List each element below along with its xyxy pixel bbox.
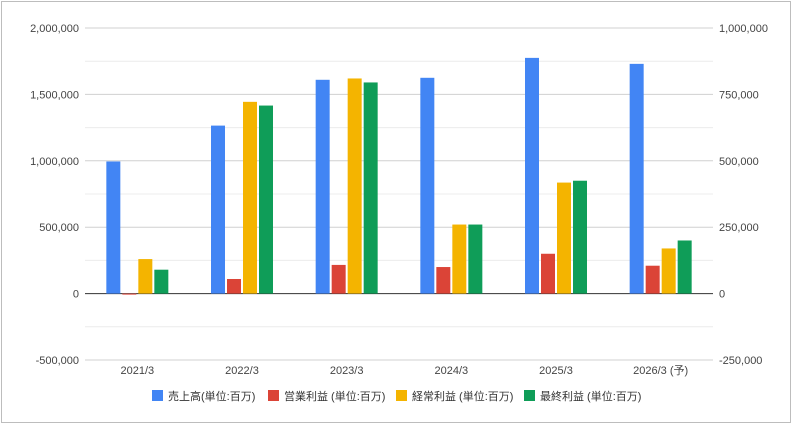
bar-series-3 [347,78,362,294]
bar-series-3 [661,248,676,294]
legend-swatch [524,390,535,401]
legend-item[interactable]: 最終利益 (単位:百万) [524,389,641,403]
x-axis-tick-label: 2021/3 [121,365,155,377]
grid-layer [85,27,713,361]
bar-series-3 [557,182,571,294]
bar-series-1 [106,161,121,294]
bar-series-2 [436,267,451,294]
left-axis-tick-label: 1,500,000 [30,89,79,101]
bar-series-4 [468,224,483,294]
bar-series-4 [259,105,273,294]
x-axis-tick-label: 2026/3 (予) [633,364,688,377]
left-axis-tick-label: 1,000,000 [30,156,79,168]
legend-label: 営業利益 (単位:百万) [284,389,385,403]
right-axis-tick-label: 0 [719,289,725,301]
x-axis-tick-label: 2022/3 [225,365,259,377]
legend-label: 売上高(単位:百万) [168,389,255,403]
legend-item[interactable]: 経常利益 (単位:百万) [396,389,513,403]
bar-series-1 [315,79,330,294]
legend-item[interactable]: 売上高(単位:百万) [152,389,255,403]
left-axis-tick-label: 500,000 [39,222,79,234]
x-axis-ticks: 2021/3 2022/3 2023/3 2024/3 2025/3 2026/3 (予) [121,364,689,377]
right-axis-tick-label: 500,000 [719,156,759,168]
bar-series-4 [677,240,692,294]
legend-label: 経常利益 (単位:百万) [412,389,513,403]
bar-series-3 [452,224,467,294]
bar-series-1 [525,57,539,294]
left-axis-tick-label: -500,000 [36,355,79,367]
bar-series-2 [227,278,241,294]
x-axis-tick-label: 2025/3 [539,365,573,377]
x-axis-tick-label: 2024/3 [435,365,469,377]
right-axis-tick-label: -250,000 [719,355,762,367]
bar-series-2 [122,293,137,295]
bar-series-2 [645,265,660,294]
bar-series-4 [573,180,587,294]
legend-swatch [152,390,163,401]
bar-series-1 [629,63,644,294]
bars [106,57,692,295]
bar-series-3 [243,101,257,294]
legend-label: 最終利益 (単位:百万) [540,389,641,403]
right-axis-ticks: 1,000,000 750,000 500,000 250,000 0 -250,000 [719,23,768,367]
bar-series-4 [154,269,169,294]
legend-item[interactable]: 営業利益 (単位:百万) [268,389,385,403]
bar-series-1 [420,77,435,294]
right-axis-tick-label: 250,000 [719,222,759,234]
bar-series-4 [363,82,378,294]
bar-series-3 [138,259,153,294]
left-axis-tick-label: 2,000,000 [30,23,79,35]
bar-series-2 [331,264,346,294]
bar-series-1 [211,125,225,294]
bar-series-2 [541,253,555,294]
left-axis-ticks: 2,000,000 1,500,000 1,000,000 500,000 0 -500,… [30,23,79,367]
right-axis-tick-label: 1,000,000 [719,23,768,35]
legend-swatch [268,390,279,401]
left-axis-tick-label: 0 [73,289,79,301]
legend-swatch [396,390,407,401]
x-axis-tick-label: 2023/3 [330,365,364,377]
legend[interactable]: 売上高(単位:百万) 営業利益 (単位:百万) 経常利益 (単位:百万) 最終利益 (… [152,389,641,403]
right-axis-tick-label: 750,000 [719,89,759,101]
